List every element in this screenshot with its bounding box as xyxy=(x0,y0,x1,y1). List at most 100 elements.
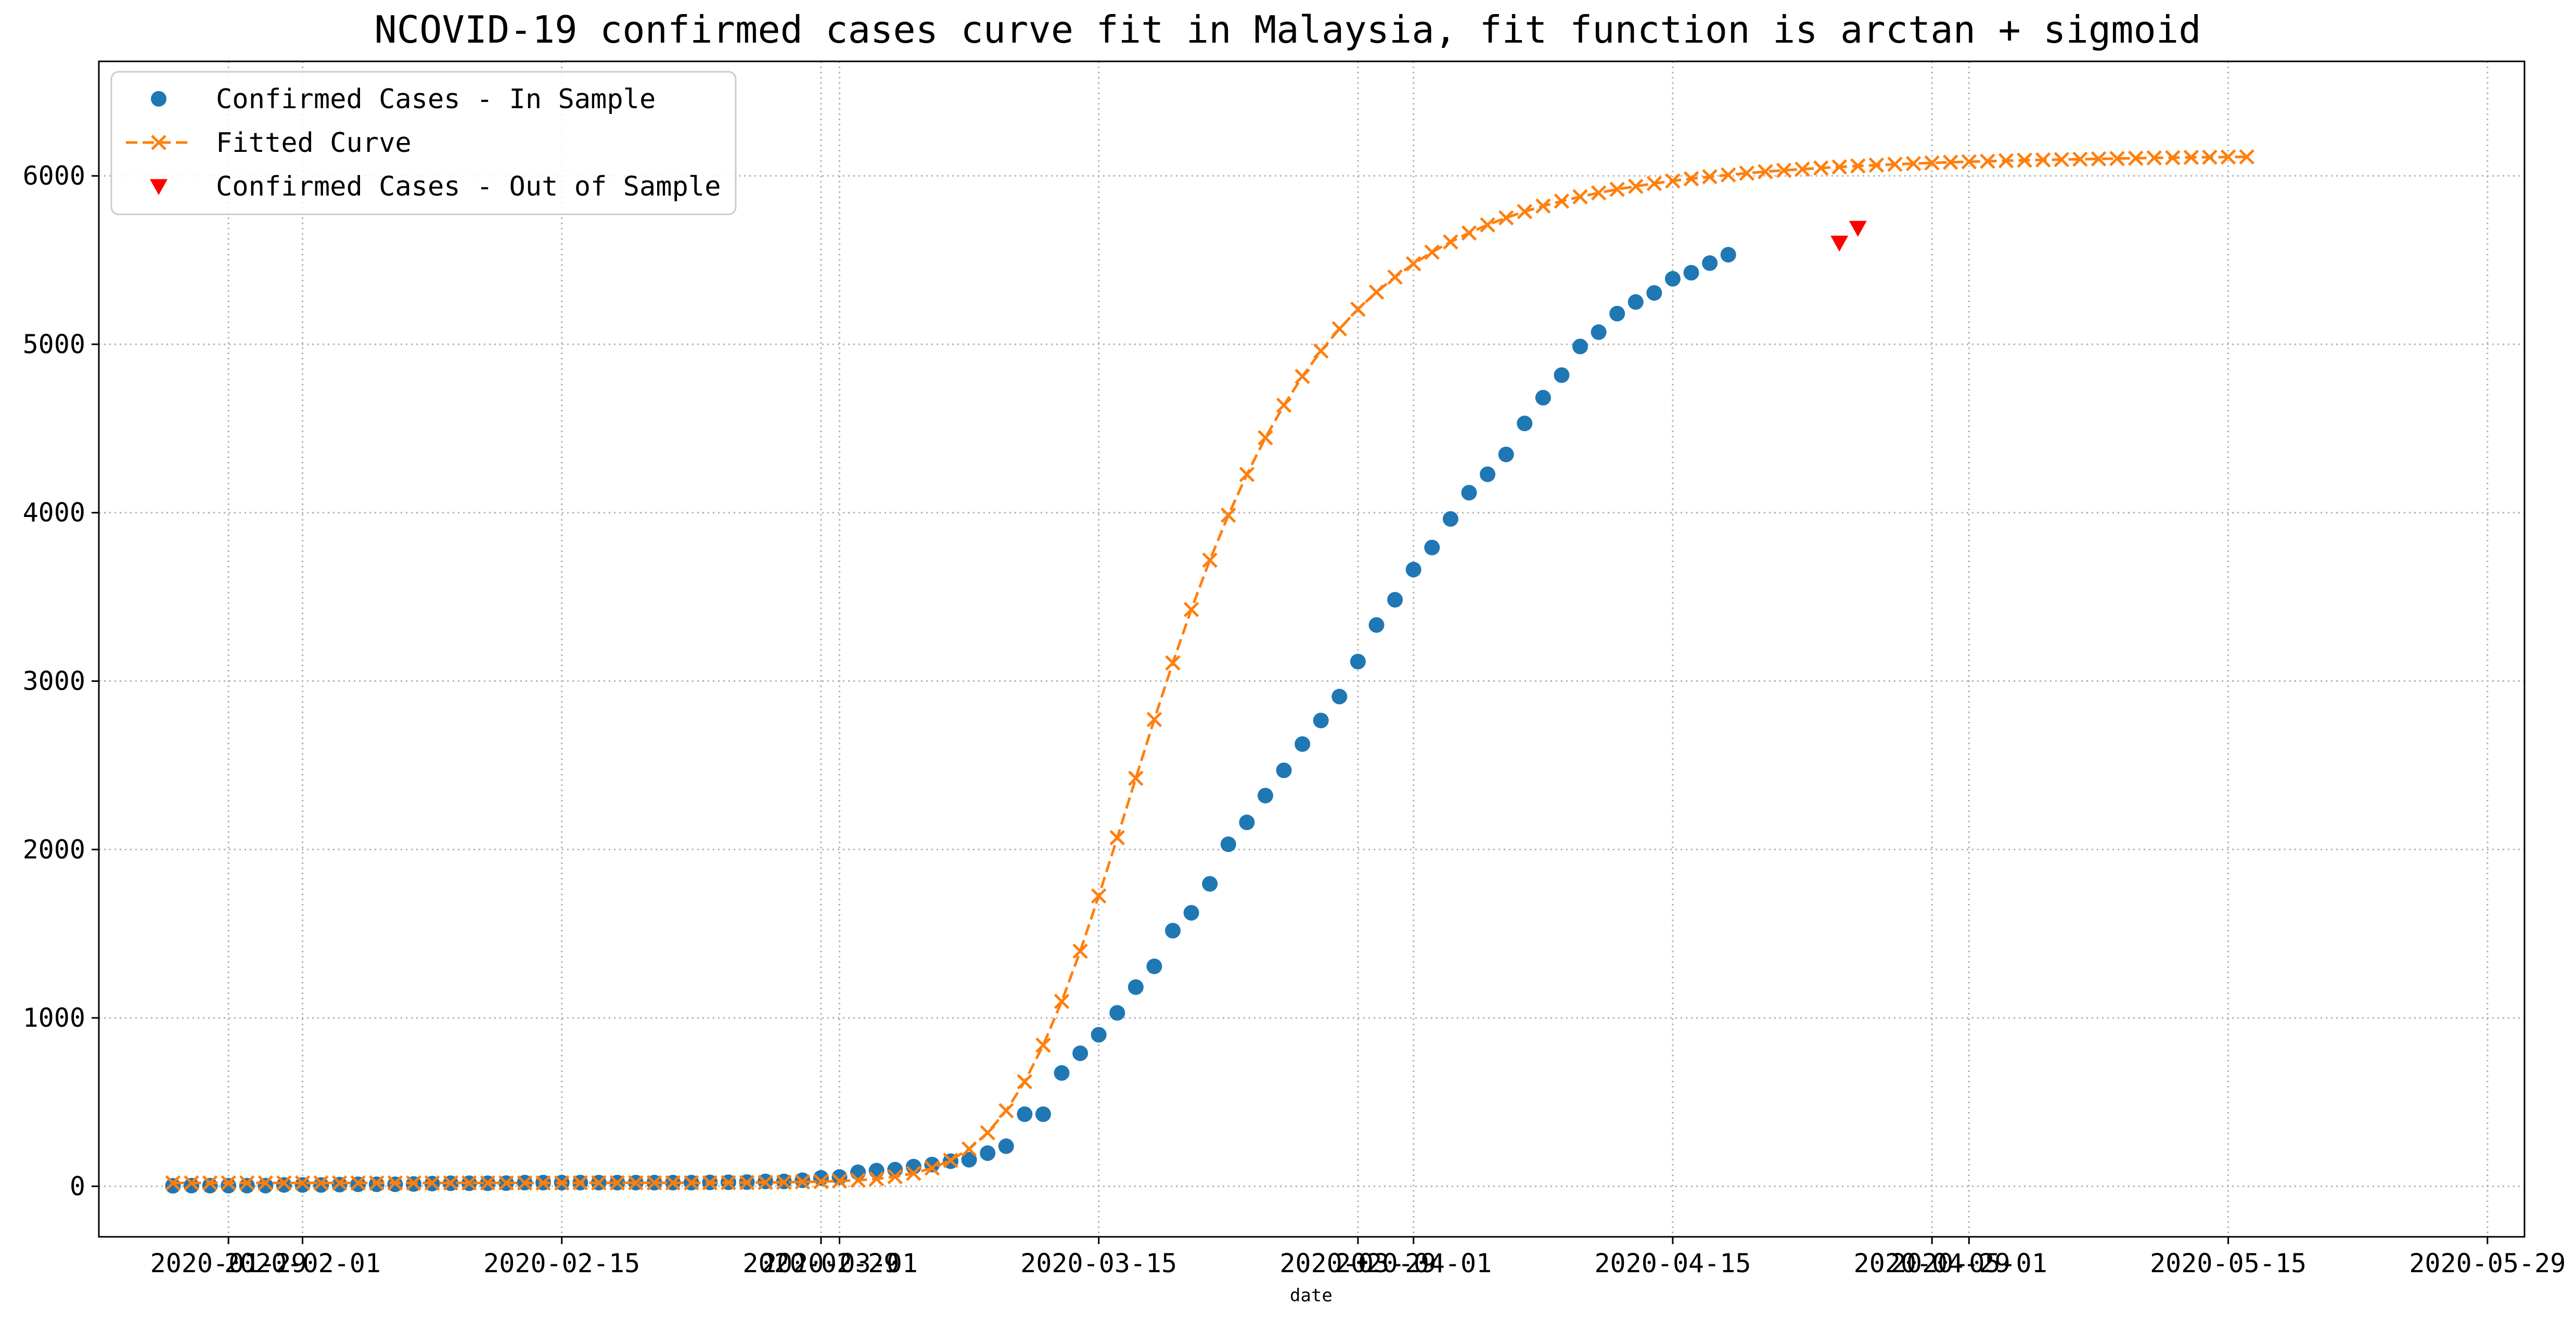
x-marker xyxy=(1868,157,1885,173)
x-marker xyxy=(1517,204,1533,219)
series-in-sample xyxy=(165,247,1736,1194)
x-marker xyxy=(1980,153,1995,169)
x-marker xyxy=(461,1175,477,1191)
x-marker xyxy=(1017,1074,1033,1090)
x-marker xyxy=(572,1175,588,1191)
x-marker xyxy=(831,1173,848,1189)
x-marker xyxy=(1350,301,1366,317)
x-marker xyxy=(591,1175,607,1191)
y-tick-label: 1000 xyxy=(23,1003,85,1033)
x-marker xyxy=(1461,225,1477,241)
legend-label: Confirmed Cases - In Sample xyxy=(216,84,656,115)
x-marker xyxy=(1498,210,1514,226)
x-marker xyxy=(1091,888,1107,904)
x-marker xyxy=(850,1172,866,1188)
in-sample-point xyxy=(980,1145,996,1161)
y-tick-label: 0 xyxy=(70,1171,85,1201)
x-marker xyxy=(165,1175,181,1191)
in-sample-point xyxy=(276,1177,292,1193)
x-tick-label: 2020-03-29 xyxy=(1279,1248,1436,1278)
x-marker xyxy=(684,1175,699,1191)
in-sample-point xyxy=(1220,836,1236,852)
x-tick-label: 2020-04-29 xyxy=(1854,1248,2010,1278)
x-tick-label: 2020-05-29 xyxy=(2409,1248,2566,1278)
x-marker xyxy=(906,1166,921,1181)
x-marker xyxy=(2146,150,2162,166)
x-marker xyxy=(1443,234,1458,250)
x-marker xyxy=(1702,169,1718,185)
in-sample-point xyxy=(1461,485,1477,501)
out-of-sample-point xyxy=(1830,236,1849,252)
x-marker xyxy=(535,1175,551,1191)
in-sample-point xyxy=(1627,294,1644,310)
x-marker xyxy=(239,1175,255,1191)
in-sample-point xyxy=(1165,923,1181,939)
x-marker xyxy=(1146,712,1162,728)
x-marker xyxy=(628,1175,644,1191)
legend-triangle-marker xyxy=(150,179,168,195)
in-sample-point xyxy=(850,1164,866,1180)
x-marker xyxy=(868,1171,885,1187)
in-sample-point xyxy=(1480,466,1496,482)
x-marker xyxy=(1128,770,1144,786)
series-fitted-curve xyxy=(165,149,2254,1191)
x-marker xyxy=(739,1174,755,1191)
in-sample-point xyxy=(221,1178,237,1194)
x-marker xyxy=(2202,149,2218,165)
x-marker xyxy=(498,1175,514,1191)
x-marker xyxy=(721,1174,736,1191)
in-sample-point xyxy=(1350,653,1366,669)
x-marker xyxy=(758,1174,773,1191)
x-tick-label: 2020-05-01 xyxy=(1891,1248,2047,1278)
x-marker xyxy=(1813,160,1829,176)
x-marker xyxy=(2091,151,2107,167)
x-marker xyxy=(443,1175,458,1191)
in-sample-point xyxy=(1295,736,1311,752)
x-marker xyxy=(609,1175,625,1191)
in-sample-point xyxy=(165,1178,181,1194)
in-sample-point xyxy=(1368,617,1385,633)
plot-area xyxy=(165,149,2254,1194)
in-sample-point xyxy=(1054,1065,1070,1081)
in-sample-point xyxy=(1183,905,1199,921)
x-tick-label: 2020-02-29 xyxy=(742,1248,899,1278)
x-marker xyxy=(387,1175,403,1191)
in-sample-point xyxy=(1646,285,1662,301)
in-sample-point xyxy=(183,1178,199,1194)
in-sample-point xyxy=(1035,1106,1051,1122)
in-sample-point xyxy=(239,1178,255,1194)
x-marker xyxy=(1683,171,1699,187)
x-marker xyxy=(1387,269,1403,285)
fitted-curve-line xyxy=(173,156,2247,1184)
x-marker xyxy=(202,1175,218,1191)
legend-entry: Confirmed Cases - In Sample xyxy=(151,84,656,115)
legend-label: Fitted Curve xyxy=(216,127,412,159)
legend-entry: Confirmed Cases - Out of Sample xyxy=(150,171,721,202)
x-marker xyxy=(258,1175,274,1191)
x-tick-label: 2020-02-15 xyxy=(483,1248,640,1278)
y-tick-label: 6000 xyxy=(23,161,85,191)
in-sample-point xyxy=(961,1152,977,1168)
x-marker xyxy=(1295,369,1310,384)
x-marker xyxy=(184,1175,199,1191)
in-sample-point xyxy=(1535,390,1551,406)
x-marker xyxy=(1276,397,1292,413)
x-marker xyxy=(998,1103,1014,1119)
x-marker xyxy=(480,1175,496,1191)
y-tick-label: 3000 xyxy=(23,666,85,696)
x-marker xyxy=(1572,189,1588,205)
x-marker xyxy=(424,1175,440,1191)
in-sample-point xyxy=(1664,271,1681,287)
x-marker xyxy=(2165,150,2181,165)
x-marker xyxy=(276,1175,292,1191)
legend-box xyxy=(110,71,737,215)
x-axis-label: date xyxy=(1290,1285,1332,1306)
x-marker xyxy=(1313,343,1329,359)
in-sample-point xyxy=(1498,446,1514,462)
x-marker xyxy=(2183,149,2199,165)
x-marker xyxy=(702,1175,718,1191)
in-sample-point xyxy=(1572,339,1588,355)
x-marker xyxy=(2054,151,2070,167)
x-marker xyxy=(313,1175,329,1191)
in-sample-point xyxy=(1146,959,1162,975)
